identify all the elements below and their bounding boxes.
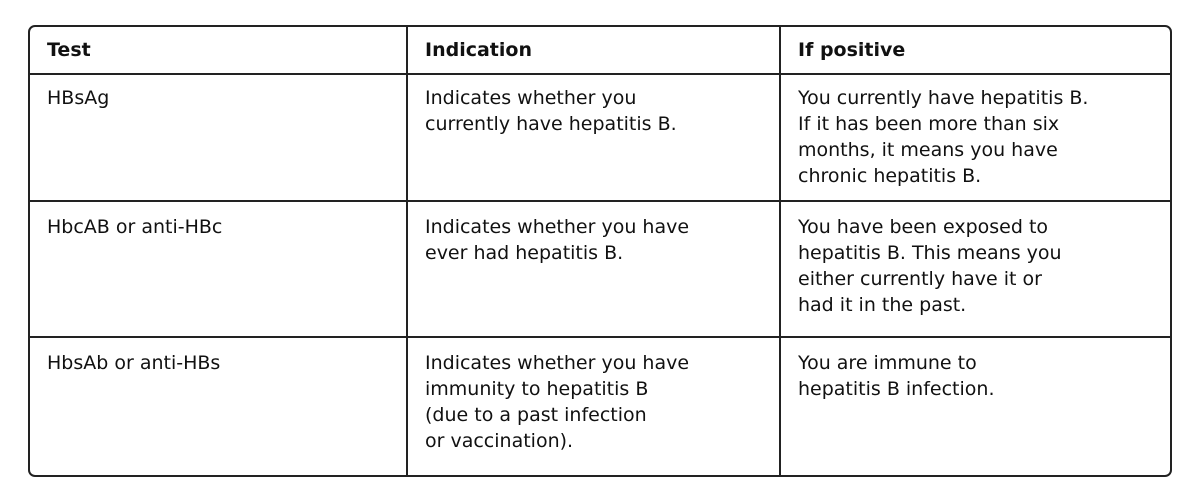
cell-text: HBsAg	[47, 87, 110, 109]
cell-text: currently have hepatitis B.	[425, 113, 677, 135]
table-cell: HBsAg	[30, 75, 406, 200]
table-row: HBsAg Indicates whether you currently have…	[30, 73, 1170, 200]
cell-text: had it in the past.	[798, 294, 967, 316]
header-cell: If positive	[779, 27, 1170, 73]
cell-text: You currently have hepatitis B.	[798, 87, 1089, 109]
cell-text: chronic hepatitis B.	[798, 165, 982, 187]
header-cell: Indication	[406, 27, 779, 73]
cell-text: If it has been more than six	[798, 113, 1060, 135]
header-text: If positive	[798, 39, 906, 61]
table-cell: Indicates whether you currently have hepa…	[406, 75, 779, 200]
cell-text: You have been exposed to	[798, 216, 1049, 238]
cell-text: (due to a past infection	[425, 404, 647, 426]
header-cell: Test	[30, 27, 406, 73]
cell-text: Indicates whether you have	[425, 216, 690, 238]
cell-text: HbsAb or anti-HBs	[47, 352, 221, 374]
header-text: Test	[47, 39, 91, 61]
cell-text: hepatitis B. This means you	[798, 242, 1062, 264]
cell-text: Indicates whether you have	[425, 352, 690, 374]
cell-text: immunity to hepatitis B	[425, 378, 649, 400]
cell-text: ever had hepatitis B.	[425, 242, 624, 264]
cell-text: Indicates whether you	[425, 87, 637, 109]
cell-text: HbcAB or anti-HBc	[47, 216, 223, 238]
cell-text: or vaccination).	[425, 430, 574, 452]
table-cell: You are immune to hepatitis B infection.	[779, 338, 1170, 475]
table-cell: HbcAB or anti-HBc	[30, 202, 406, 336]
cell-text: You are immune to	[798, 352, 977, 374]
table-row: HbsAb or anti-HBs Indicates whether you h…	[30, 336, 1170, 475]
table-row: HbcAB or anti-HBc Indicates whether you h…	[30, 200, 1170, 336]
table-cell: You currently have hepatitis B. If it has…	[779, 75, 1170, 200]
table-cell: Indicates whether you have ever had hepat…	[406, 202, 779, 336]
cell-text: hepatitis B infection.	[798, 378, 995, 400]
header-text: Indication	[425, 39, 532, 61]
table-cell: HbsAb or anti-HBs	[30, 338, 406, 475]
header-row: Test Indication If positive	[30, 27, 1170, 73]
table-cell: You have been exposed to hepatitis B. Thi…	[779, 202, 1170, 336]
cell-text: either currently have it or	[798, 268, 1042, 290]
table-cell: Indicates whether you have immunity to he…	[406, 338, 779, 475]
table: Test Indication If positive HBsAg Indicates …	[28, 25, 1172, 477]
cell-text: months, it means you have	[798, 139, 1058, 161]
